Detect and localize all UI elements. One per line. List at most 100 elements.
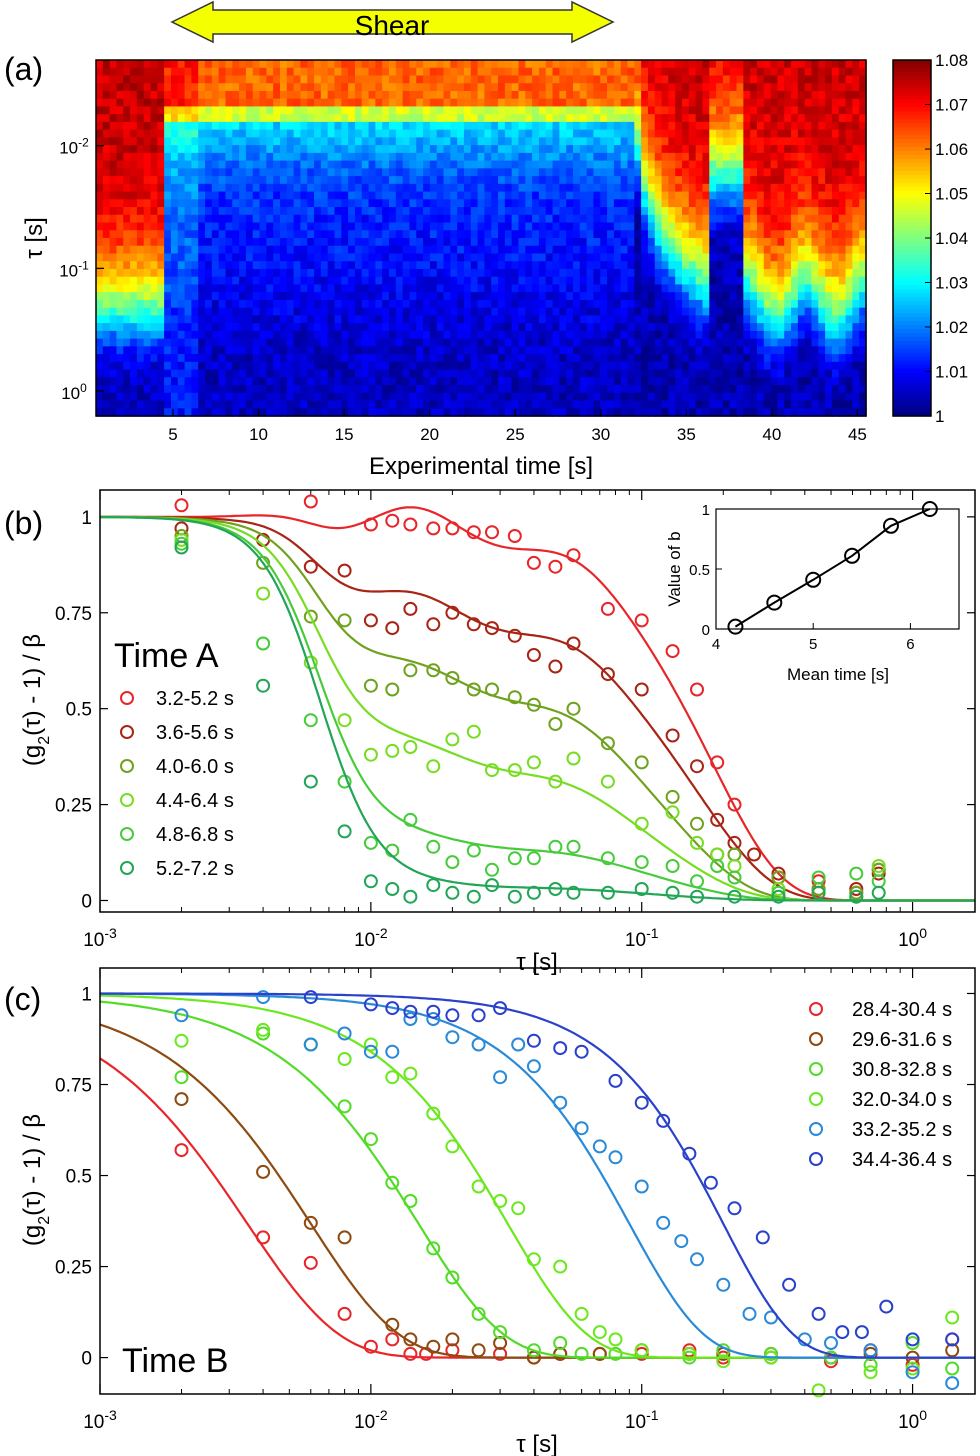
heatmap-cell	[382, 315, 390, 324]
heatmap-cell	[375, 330, 383, 340]
heatmap-cell	[191, 385, 199, 394]
heatmap-cell	[661, 106, 670, 115]
heatmap-cell	[368, 168, 377, 177]
heatmap-cell	[572, 152, 581, 162]
heatmap-cell	[716, 330, 724, 340]
heatmap-cell	[218, 191, 227, 201]
heatmap-cell	[613, 199, 622, 208]
heatmap-cell	[641, 121, 649, 131]
heatmap-cell	[538, 160, 547, 170]
heatmap-cell	[457, 323, 465, 332]
heatmap-cell	[661, 207, 670, 216]
heatmap-cell	[722, 245, 731, 255]
heatmap-cell	[395, 176, 404, 185]
heatmap-cell	[395, 83, 404, 92]
heatmap-cell	[436, 385, 445, 394]
heatmap-cell	[307, 323, 315, 332]
heatmap-cell	[286, 268, 295, 278]
heatmap-cell	[293, 299, 302, 309]
heatmap-cell	[818, 330, 826, 340]
heatmap-cell	[382, 129, 390, 139]
heatmap-cell	[150, 292, 159, 301]
heatmap-cell	[116, 361, 124, 371]
heatmap-cell	[361, 114, 370, 123]
heatmap-cell	[682, 354, 690, 363]
heatmap-cell	[763, 176, 772, 185]
heatmap-cell	[177, 369, 186, 379]
heatmap-cell	[668, 67, 676, 77]
heatmap-cell	[750, 137, 758, 146]
heatmap-cell	[164, 191, 172, 201]
heatmap-cell	[470, 238, 479, 247]
heatmap-cell	[716, 168, 724, 177]
heatmap-cell	[293, 129, 302, 139]
heatmap-cell	[572, 114, 581, 123]
heatmap-cell	[627, 354, 636, 363]
heatmap-cell	[736, 129, 745, 139]
heatmap-cell	[818, 145, 826, 154]
heatmap-cell	[463, 60, 472, 69]
heatmap-cell	[784, 292, 792, 301]
heatmap-cell	[491, 307, 499, 317]
heatmap-cell	[150, 145, 159, 154]
heatmap-cell	[389, 323, 397, 332]
heatmap-cell	[654, 253, 663, 262]
heatmap-cell	[552, 307, 561, 317]
heatmap-cell	[450, 222, 458, 231]
heatmap-cell	[654, 238, 663, 247]
heatmap-cell	[695, 361, 704, 371]
heatmap-cell	[525, 284, 533, 293]
heatmap-cell	[641, 90, 649, 100]
heatmap-cell	[593, 168, 601, 177]
heatmap-cell	[552, 168, 561, 177]
heatmap-cell	[627, 346, 636, 355]
heatmap-cell	[320, 145, 329, 154]
heatmap-cell	[307, 292, 315, 301]
heatmap-cell	[361, 361, 370, 371]
heatmap-cell	[641, 245, 649, 255]
heatmap-cell	[341, 207, 349, 216]
heatmap-cell	[579, 385, 588, 394]
heatmap-cell	[661, 307, 670, 317]
heatmap-cell	[579, 98, 588, 108]
heatmap-cell	[96, 152, 104, 162]
heatmap-cell	[518, 292, 526, 301]
heatmap-cell	[368, 230, 377, 239]
heatmap-cell	[218, 377, 227, 386]
heatmap-cell	[600, 222, 608, 231]
heatmap-cell	[279, 369, 288, 379]
heatmap-cell	[491, 369, 499, 379]
heatmap-cell	[661, 183, 670, 193]
heatmap-cell	[123, 330, 131, 340]
heatmap-cell	[797, 98, 806, 108]
heatmap-cell	[239, 176, 247, 185]
heatmap-cell	[457, 121, 465, 131]
heatmap-cell	[484, 330, 492, 340]
heatmap-cell	[177, 354, 186, 363]
heatmap-cell	[491, 207, 499, 216]
heatmap-cell	[382, 245, 390, 255]
heatmap-cell	[348, 400, 356, 409]
heatmap-cell	[436, 299, 445, 309]
heatmap-cell	[252, 400, 261, 409]
heatmap-cell	[607, 214, 615, 224]
heatmap-cell	[791, 160, 799, 170]
heatmap-cell	[96, 60, 104, 69]
heatmap-cell	[572, 238, 581, 247]
heatmap-cell	[341, 90, 349, 100]
heatmap-cell	[177, 276, 186, 286]
heatmap-cell	[300, 284, 308, 293]
heatmap-cell	[307, 408, 315, 417]
heatmap-cell	[368, 307, 377, 317]
heatmap-cell	[600, 90, 608, 100]
heatmap-cell	[797, 369, 806, 379]
heatmap-cell	[627, 191, 636, 201]
heatmap-cell	[586, 67, 595, 77]
heatmap-cell	[532, 276, 540, 286]
heatmap-cell	[170, 75, 179, 84]
heatmap-cell	[804, 137, 813, 146]
heatmap-cell	[756, 83, 765, 92]
heatmap-cell	[668, 222, 676, 231]
heatmap-cell	[307, 377, 315, 386]
heatmap-cell	[443, 338, 452, 348]
